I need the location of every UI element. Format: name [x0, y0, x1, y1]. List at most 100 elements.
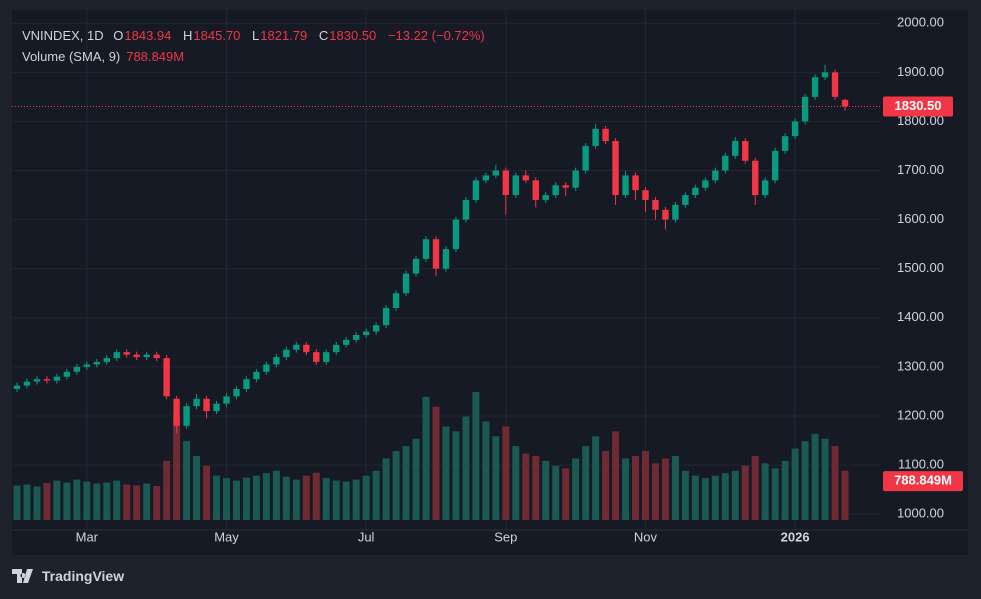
volume-bar — [612, 431, 620, 520]
candle-body — [781, 136, 789, 151]
candle-body — [702, 180, 709, 188]
volume-bar — [342, 481, 350, 520]
y-tick-label: 1400.00 — [897, 309, 944, 324]
volume-bar — [133, 485, 141, 520]
candle-body — [213, 403, 220, 412]
volume-sma-label: 788.849M — [894, 473, 952, 488]
change: −13.22 (−0.72%) — [387, 28, 485, 43]
ohlc-row: VNINDEX, 1D O1843.94 H1845.70 L1821.79 C… — [22, 25, 493, 46]
volume-bar — [552, 465, 560, 520]
candle-body — [343, 339, 350, 345]
volume-bar — [422, 396, 430, 520]
volume-bar — [143, 483, 151, 520]
chart-pane — [12, 10, 968, 555]
candle-body — [602, 128, 609, 142]
candle-body — [43, 379, 51, 381]
y-tick-label: 1700.00 — [897, 162, 944, 177]
candle-body — [442, 249, 450, 269]
candle-body — [462, 199, 470, 220]
volume-bar — [432, 406, 440, 520]
y-tick-label: 1100.00 — [898, 457, 944, 472]
candle-body — [692, 187, 699, 196]
volume-bar — [781, 460, 789, 520]
candle-body — [811, 77, 819, 97]
volume-bar — [452, 431, 460, 520]
x-tick-label: Nov — [634, 529, 658, 544]
candle-body — [552, 185, 559, 196]
volume-bar — [641, 451, 649, 520]
candle-body — [821, 72, 829, 78]
candle-body — [492, 170, 500, 176]
candle-body — [303, 344, 310, 353]
candle-body — [243, 379, 250, 389]
volume-bar — [442, 426, 450, 520]
candle-body — [791, 121, 799, 137]
candle-body — [652, 199, 659, 210]
volume-bar — [113, 480, 121, 520]
volume-bar — [173, 416, 181, 520]
candle-body — [722, 155, 729, 171]
candle-body — [672, 204, 679, 220]
volume-bar — [262, 473, 270, 520]
candle-body — [113, 352, 120, 359]
volume-bar — [721, 473, 729, 520]
volume-bar — [532, 455, 540, 520]
x-tick-label: May — [214, 529, 239, 544]
candle-body — [592, 128, 599, 146]
volume-bar — [741, 465, 749, 520]
volume-bar — [791, 448, 799, 520]
candle-body — [382, 307, 390, 326]
candle-body — [323, 352, 330, 362]
candle-body — [53, 376, 61, 381]
candle-body — [502, 170, 510, 196]
candle-body — [752, 160, 759, 196]
y-tick-label: 1300.00 — [897, 358, 944, 373]
candle-body — [422, 239, 430, 259]
close-key: C — [318, 28, 329, 43]
candle-body — [762, 180, 769, 196]
low-value: 1821.79 — [260, 28, 308, 43]
volume-bar — [502, 426, 510, 520]
candle-body — [73, 366, 81, 372]
brand-logo — [12, 569, 33, 583]
volume-bar — [542, 460, 550, 520]
close-value: 1830.50 — [329, 28, 377, 43]
candle-body — [402, 273, 410, 294]
volume-sma-badge — [883, 471, 963, 492]
candle-body — [801, 96, 809, 122]
candle-body — [432, 239, 440, 269]
volume-bar — [622, 458, 630, 520]
y-tick-label: 1600.00 — [897, 211, 944, 226]
volume-bar — [592, 436, 600, 520]
candle-body — [582, 145, 589, 171]
volume-bar — [392, 451, 400, 520]
y-tick-label: 1200.00 — [897, 407, 944, 422]
volume-bar — [602, 451, 610, 520]
volume-bar — [73, 479, 81, 520]
symbol: VNINDEX, 1D — [22, 28, 104, 43]
volume-bar — [163, 460, 171, 520]
candle-body — [63, 371, 71, 377]
volume-bar — [412, 438, 420, 520]
candle-body — [412, 258, 420, 274]
open-key: O — [113, 28, 124, 43]
volume-bar — [43, 483, 51, 520]
volume-bar — [242, 477, 250, 520]
candle-body — [153, 354, 160, 359]
candle-body — [512, 175, 519, 196]
volume-bar — [322, 478, 330, 520]
volume-bar — [232, 480, 240, 520]
y-tick-label: 2000.00 — [897, 15, 944, 30]
volume-bar — [661, 458, 669, 520]
last-price-badge — [883, 96, 953, 117]
high-key: H — [183, 28, 193, 43]
candle-body — [253, 371, 260, 380]
volume-bar — [472, 391, 480, 520]
candle-body — [372, 325, 380, 332]
volume-bar — [222, 478, 230, 520]
volume-bar — [33, 486, 41, 520]
volume-bar — [13, 485, 21, 520]
volume-bar — [203, 465, 211, 520]
candle-body — [233, 388, 240, 397]
candle-body — [532, 180, 539, 200]
